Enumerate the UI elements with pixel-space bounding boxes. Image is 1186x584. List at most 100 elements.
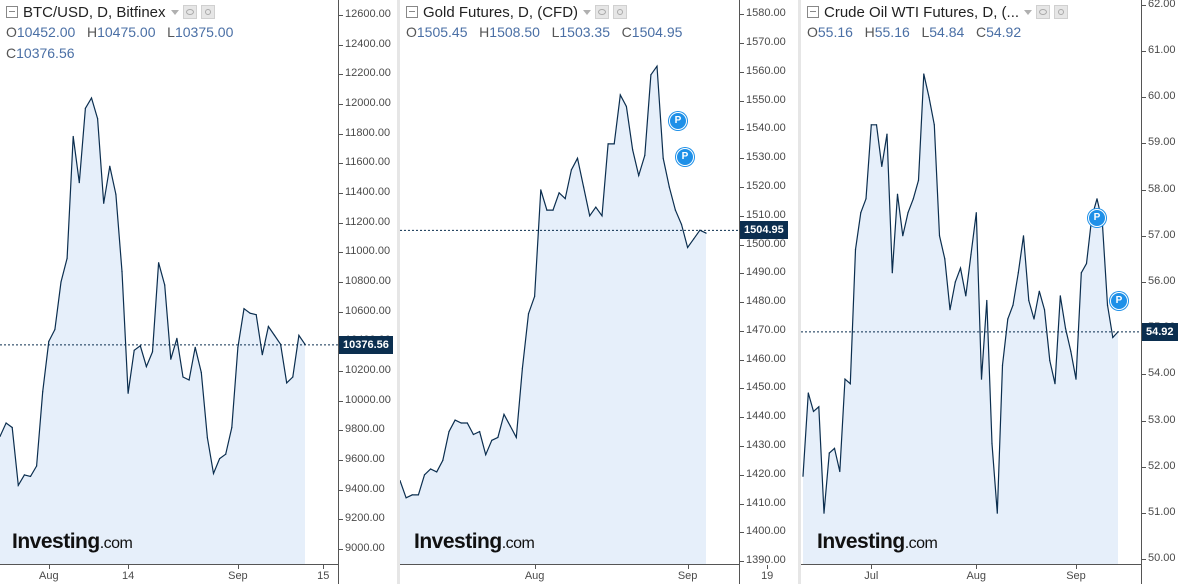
price-point [103,202,105,204]
price-point [833,447,836,449]
x-tick-mark [48,565,50,569]
y-tick-label: 1410.00 [746,496,786,509]
price-point [11,426,13,429]
price-point [151,351,154,353]
y-tick-mark [339,133,343,135]
price-point [980,378,983,380]
gear-icon[interactable] [200,5,215,19]
oil-plot-area[interactable] [801,0,1141,564]
collapse-icon[interactable] [807,6,819,18]
y-tick-mark [339,430,343,432]
price-point [674,209,676,211]
price-point [595,206,597,208]
chevron-down-icon[interactable] [1024,9,1033,15]
price-point [225,453,227,455]
price-point [975,212,977,214]
y-tick-mark [740,100,744,102]
price-point [249,312,251,314]
gold-title: Gold Futures, D, (CFD) [423,3,579,21]
y-tick-mark [339,252,343,254]
oil-price-axis[interactable]: 50.0051.0052.0053.0054.0055.0056.0057.00… [1141,0,1186,584]
gear-icon[interactable] [1054,5,1069,19]
price-point [405,497,407,499]
x-tick-label: Sep [1066,570,1086,582]
y-tick-mark [740,330,744,332]
y-tick-label: 1490.00 [746,266,786,279]
investing-logo: Investing.com [817,530,938,553]
eye-icon[interactable] [595,5,610,19]
chevron-down-icon[interactable] [170,9,179,15]
panel-divider[interactable] [798,0,801,584]
price-point [928,96,930,98]
y-tick-label: 1560.00 [746,64,786,77]
y-tick-mark [740,129,744,131]
x-tick-label: Aug [39,570,59,582]
gold-event-badge-1[interactable]: P [669,112,687,130]
price-point [188,379,190,381]
y-tick-label: 10000.00 [345,393,391,406]
y-tick-label: 1520.00 [746,180,786,193]
price-point [42,391,44,393]
eye-icon[interactable] [1036,5,1051,19]
price-point [72,135,74,138]
price-point [854,249,857,251]
collapse-icon[interactable] [406,6,418,18]
price-point [881,165,883,167]
y-tick-label: 1420.00 [746,467,786,480]
price-point [400,480,401,482]
gold-panel: Gold Futures, D, (CFD) O1505.45 H1508.50… [400,0,798,584]
btc-time-axis[interactable]: Aug 14 Sep 15 [0,564,338,584]
btc-plot-area[interactable] [0,0,338,564]
btc-price-axis[interactable]: 9000.00 9200.00 9400.00 9600.00 9800.00 10000… [338,0,397,584]
y-tick-mark [1142,4,1146,6]
gold-time-axis[interactable]: Aug Sep 19 [400,564,773,584]
price-point [115,193,117,195]
price-point [1075,378,1077,380]
price-point [1038,290,1040,292]
gold-event-badge-2[interactable]: P [676,148,694,166]
price-point [891,272,893,274]
gold-plot-area[interactable] [400,0,739,564]
price-point [90,97,93,99]
price-point [625,105,627,108]
y-tick-label: 11000.00 [345,245,391,258]
price-point [521,367,523,369]
price-point [687,246,689,249]
oil-event-badge-2[interactable]: P [1110,292,1128,310]
y-tick-label: 11600.00 [345,156,391,169]
price-point [423,474,426,476]
y-tick-mark [740,187,744,189]
price-point [200,371,202,374]
y-tick-mark [1142,513,1146,515]
oil-time-axis[interactable]: Jul Aug Sep [801,564,1141,584]
price-point [619,94,621,96]
panel-divider[interactable] [397,0,400,584]
price-point [1064,327,1067,329]
y-tick-label: 58.00 [1148,182,1176,195]
oil-event-badge-1[interactable]: P [1088,209,1106,227]
price-point [693,238,695,240]
y-tick-label: 1430.00 [746,439,786,452]
chevron-down-icon[interactable] [583,9,592,15]
y-tick-mark [1142,235,1146,237]
price-point [954,281,956,283]
price-point [917,179,920,181]
y-tick-label: 11400.00 [345,185,391,198]
collapse-icon[interactable] [6,6,18,18]
price-point [844,378,846,380]
price-point [818,406,820,408]
y-tick-mark [1142,50,1146,52]
x-tick-mark [128,565,130,569]
price-point [176,337,178,339]
price-point [5,422,7,424]
eye-icon[interactable] [182,5,197,19]
btc-last-price-tag: 10376.56 [339,335,393,354]
x-tick-mark [767,565,769,569]
gear-icon[interactable] [613,5,628,19]
price-point [1049,360,1051,362]
gold-price-axis[interactable]: 1390.00 1400.00 1410.00 1420.00 1430.00 1440.… [739,0,798,584]
price-point [923,73,925,75]
gold-last-price-tag: 1504.95 [740,221,788,240]
price-point [460,422,462,424]
y-tick-label: 62.00 [1148,0,1176,10]
